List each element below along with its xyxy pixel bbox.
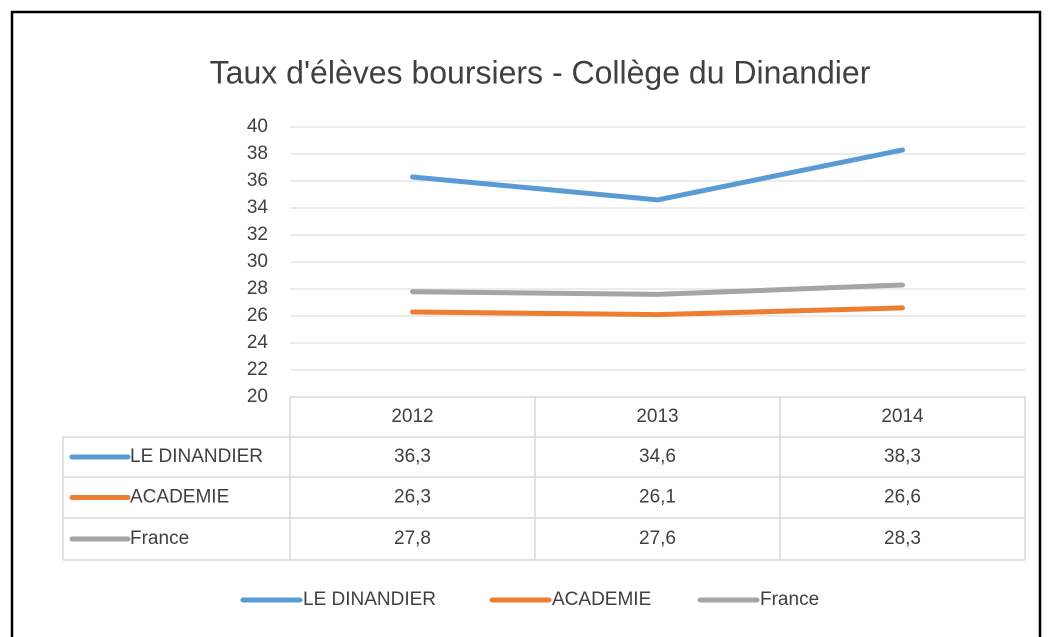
row-label: France [130, 528, 189, 549]
legend-label: France [760, 589, 819, 610]
y-tick-label: 30 [247, 251, 268, 272]
row-label: ACADEMIE [130, 487, 229, 508]
row-label: LE DINANDIER [130, 446, 263, 467]
frame [10, 10, 1042, 637]
series-line [410, 147, 905, 203]
y-tick-label: 22 [247, 359, 268, 380]
table-value: 26,3 [394, 487, 431, 508]
table-value: 38,3 [884, 446, 921, 467]
y-tick-label: 32 [247, 224, 268, 245]
y-tick-label: 40 [247, 116, 268, 137]
table-value: 27,8 [394, 528, 431, 549]
legend-label: ACADEMIE [552, 589, 651, 610]
x-tick-label: 2014 [881, 406, 924, 427]
table-value: 27,6 [639, 528, 676, 549]
table-value: 34,6 [639, 446, 676, 467]
y-tick-label: 38 [247, 143, 268, 164]
x-tick-label: 2012 [391, 406, 433, 427]
series-line [410, 305, 905, 318]
y-tick-label: 36 [247, 170, 268, 191]
y-tick-label: 20 [247, 386, 268, 407]
table-value: 26,6 [884, 487, 921, 508]
chart-title: Taux d'élèves boursiers - Collège du Din… [210, 54, 871, 90]
table-value: 36,3 [394, 446, 431, 467]
y-tick-label: 34 [247, 197, 269, 218]
y-tick-label: 28 [247, 278, 268, 299]
table-value: 26,1 [639, 487, 676, 508]
legend-label: LE DINANDIER [303, 589, 436, 610]
y-tick-label: 26 [247, 305, 268, 326]
y-tick-label: 24 [247, 332, 269, 353]
table-value: 28,3 [884, 528, 921, 549]
x-tick-label: 2013 [636, 406, 678, 427]
series-line [410, 282, 905, 297]
